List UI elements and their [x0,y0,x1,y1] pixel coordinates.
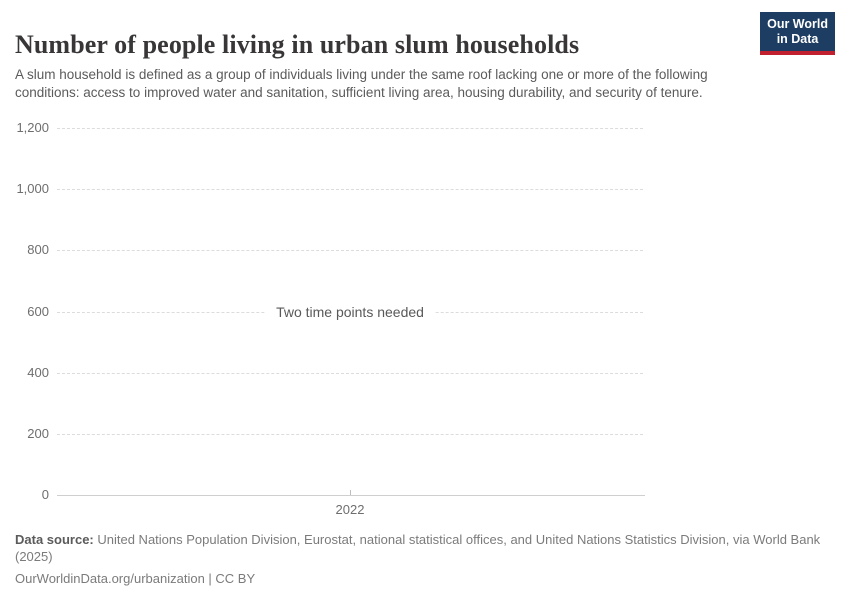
x-axis-line [57,495,645,496]
data-source-label: Data source: [15,532,94,547]
owid-logo-line2: in Data [776,32,819,46]
gridline [57,373,643,374]
chart-footer: Data source: United Nations Population D… [15,532,835,588]
owid-logo[interactable]: Our World in Data [760,12,835,55]
y-axis-tick-label: 400 [27,365,49,380]
x-axis-tick-label: 2022 [335,502,365,517]
data-source-text: United Nations Population Division, Euro… [15,532,821,564]
page-title: Number of people living in urban slum ho… [15,30,580,60]
y-axis-tick-label: 0 [41,487,49,502]
y-axis-tick-label: 1,200 [16,120,49,135]
x-axis-tick-mark [350,490,351,495]
gridline [57,128,643,129]
empty-state-message: Two time points needed [266,303,434,321]
owid-logo-line1: Our World [767,17,828,31]
y-axis-tick-label: 600 [27,304,49,319]
gridline [57,189,643,190]
y-axis-tick-label: 800 [27,242,49,257]
attribution-link[interactable]: OurWorldinData.org/urbanization | CC BY [15,571,256,586]
gridline [57,250,643,251]
gridline [57,434,643,435]
data-source-line: Data source: United Nations Population D… [15,532,835,565]
y-axis-tick-label: 1,000 [16,181,49,196]
y-axis-tick-label: 200 [27,426,49,441]
chart-subtitle: A slum household is defined as a group o… [15,66,708,100]
